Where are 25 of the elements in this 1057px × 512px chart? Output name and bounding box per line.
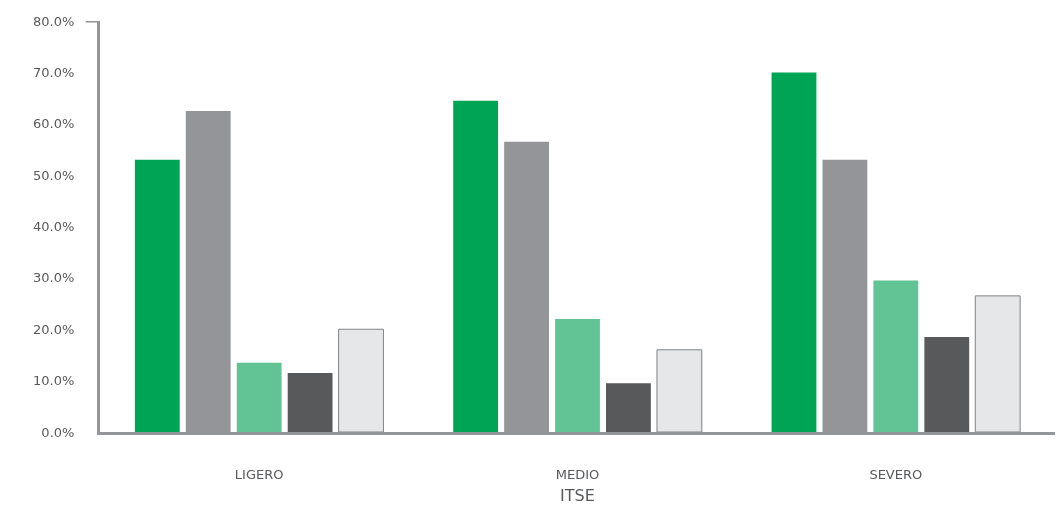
bar [338, 328, 384, 432]
y-tick-label: 70.0% [33, 64, 75, 80]
x-tick-label: LIGERO [234, 466, 284, 482]
y-tick-label: 50.0% [33, 167, 75, 183]
bar [453, 100, 499, 432]
bar [555, 318, 600, 432]
bar [134, 159, 180, 432]
y-tick-label: 30.0% [33, 270, 75, 286]
bar [287, 372, 333, 432]
bar [974, 295, 1021, 432]
y-tick-label: 80.0% [33, 13, 75, 29]
bar [606, 383, 651, 432]
y-tick-label: 10.0% [33, 373, 75, 389]
y-tick-label: 20.0% [33, 321, 75, 337]
y-tick-label: 60.0% [33, 116, 75, 132]
bar [236, 362, 282, 432]
x-tick-label: MEDIO [555, 466, 600, 482]
bar [656, 349, 703, 432]
x-axis-title: ITSE [560, 486, 595, 506]
bar [924, 336, 970, 432]
y-tick-label: 40.0% [33, 219, 75, 235]
y-tick-label: 0.0% [41, 424, 75, 440]
x-tick-label: SEVERO [869, 466, 923, 482]
bar [873, 280, 919, 432]
bar [771, 72, 817, 432]
